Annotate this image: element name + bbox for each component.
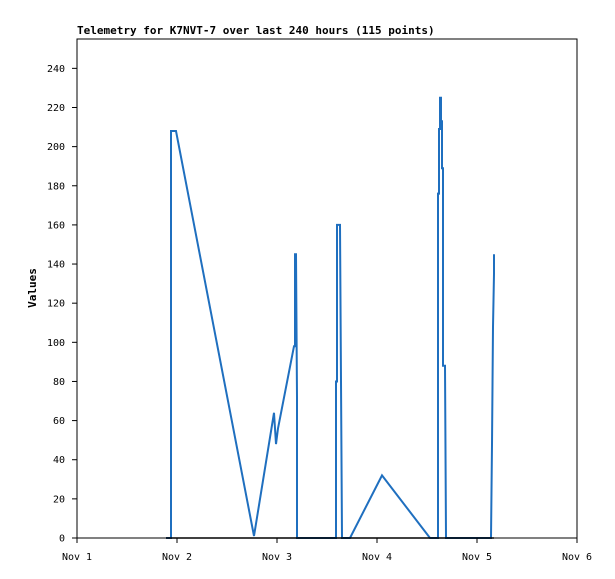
y-tick-label: 180 bbox=[47, 181, 65, 192]
x-axis: Nov 1 Nov 2 Nov 3 Nov 4 Nov 5 Nov 6 bbox=[62, 538, 592, 563]
x-tick-label: Nov 6 bbox=[562, 552, 592, 563]
x-tick-label: Nov 4 bbox=[362, 552, 392, 563]
y-tick-label: 120 bbox=[47, 299, 65, 310]
y-tick-label: 240 bbox=[47, 64, 65, 75]
y-tick-label: 220 bbox=[47, 103, 65, 114]
x-tick-label: Nov 1 bbox=[62, 552, 92, 563]
y-tick-label: 140 bbox=[47, 260, 65, 271]
plot-area bbox=[76, 38, 578, 539]
y-tick-label: 160 bbox=[47, 220, 65, 231]
y-tick-label: 80 bbox=[53, 377, 65, 388]
y-tick-label: 20 bbox=[53, 494, 65, 505]
y-axis-label: Values bbox=[26, 268, 39, 308]
x-tick-label: Nov 3 bbox=[262, 552, 292, 563]
x-tick-label: Nov 2 bbox=[162, 552, 192, 563]
series-layer bbox=[166, 96, 495, 539]
y-tick-label: 0 bbox=[59, 534, 65, 545]
y-tick-label: 100 bbox=[47, 338, 65, 349]
y-tick-label: 40 bbox=[53, 455, 65, 466]
x-tick-label: Nov 5 bbox=[462, 552, 492, 563]
y-tick-label: 200 bbox=[47, 142, 65, 153]
chart-title: Telemetry for K7NVT-7 over last 240 hour… bbox=[77, 24, 435, 37]
y-axis: 0 20 40 60 80 100 120 140 160 180 200 220 240 bbox=[47, 64, 77, 545]
y-tick-label: 60 bbox=[53, 416, 65, 427]
